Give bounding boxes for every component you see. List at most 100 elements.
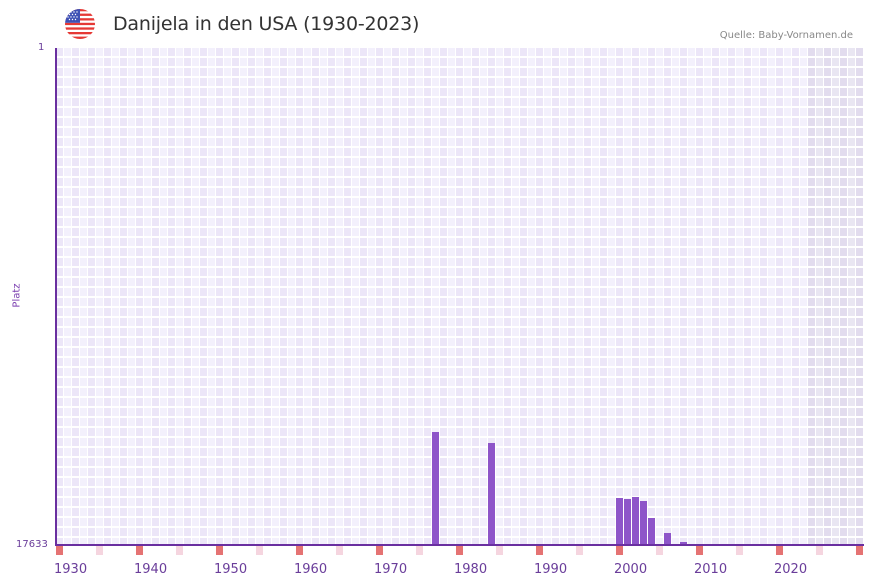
bar[interactable]: [648, 517, 655, 545]
grid-column: [544, 48, 552, 556]
bar[interactable]: [624, 498, 631, 545]
grid-column: [88, 48, 96, 556]
grid-column: [160, 48, 168, 556]
x-tick-label: 1940: [134, 562, 168, 577]
grid-column: [552, 48, 560, 556]
grid-column: [208, 48, 216, 556]
grid-column: [192, 48, 200, 556]
grid-column: [840, 48, 848, 556]
chart-title: Danijela in den USA (1930-2023): [113, 13, 420, 35]
grid-column: [824, 48, 832, 556]
grid-column: [464, 48, 472, 556]
grid-column: [176, 48, 184, 556]
plot-area: [56, 48, 864, 556]
grid-column: [496, 48, 504, 556]
grid-column: [736, 48, 744, 556]
grid-column: [664, 48, 672, 556]
bar[interactable]: [616, 497, 623, 545]
grid-column: [632, 48, 640, 556]
grid-column: [120, 48, 128, 556]
grid-column: [104, 48, 112, 556]
grid-column: [64, 48, 72, 556]
bar[interactable]: [632, 496, 639, 545]
grid-column: [384, 48, 392, 556]
half-decade-marker: [336, 546, 343, 555]
half-decade-marker: [816, 546, 823, 555]
x-axis-line: [55, 544, 864, 546]
y-axis-line: [55, 48, 57, 546]
grid-column: [560, 48, 568, 556]
grid-column: [128, 48, 136, 556]
us-flag-icon: [65, 9, 95, 39]
x-tick-label: 1950: [214, 562, 248, 577]
grid-column: [768, 48, 776, 556]
grid-column: [848, 48, 856, 556]
grid-column: [776, 48, 784, 556]
x-tick-label: 1990: [534, 562, 568, 577]
grid-column: [320, 48, 328, 556]
decade-marker: [216, 546, 223, 555]
half-decade-marker: [496, 546, 503, 555]
bar[interactable]: [432, 431, 439, 545]
grid-column: [336, 48, 344, 556]
grid-column: [144, 48, 152, 556]
grid-column: [616, 48, 624, 556]
grid-column: [168, 48, 176, 556]
grid-column: [520, 48, 528, 556]
half-decade-marker: [576, 546, 583, 555]
grid-column: [72, 48, 80, 556]
half-decade-marker: [736, 546, 743, 555]
x-tick-label: 1930: [54, 562, 88, 577]
decade-marker: [456, 546, 463, 555]
grid-column: [448, 48, 456, 556]
grid-column: [328, 48, 336, 556]
grid-column: [264, 48, 272, 556]
grid-column: [408, 48, 416, 556]
grid-column: [856, 48, 864, 556]
x-tick-label: 1980: [454, 562, 488, 577]
grid-column: [136, 48, 144, 556]
grid-column: [800, 48, 808, 556]
decade-marker: [696, 546, 703, 555]
grid-column: [744, 48, 752, 556]
grid-column: [720, 48, 728, 556]
grid-column: [592, 48, 600, 556]
grid-column: [256, 48, 264, 556]
grid-column: [608, 48, 616, 556]
grid-column: [832, 48, 840, 556]
x-tick-label: 1960: [294, 562, 328, 577]
bar[interactable]: [640, 500, 647, 545]
grid-column: [424, 48, 432, 556]
bar[interactable]: [680, 541, 687, 545]
source-credit: Quelle: Baby-Vornamen.de: [719, 30, 853, 41]
grid-column: [376, 48, 384, 556]
x-tick-label: 2010: [694, 562, 728, 577]
decade-marker: [296, 546, 303, 555]
grid-column: [472, 48, 480, 556]
grid-column: [232, 48, 240, 556]
half-decade-marker: [96, 546, 103, 555]
grid-column: [272, 48, 280, 556]
grid-column: [112, 48, 120, 556]
grid-column: [312, 48, 320, 556]
grid-column: [680, 48, 688, 556]
y-tick-bottom: 17633: [16, 539, 48, 550]
grid-column: [456, 48, 464, 556]
grid-column: [416, 48, 424, 556]
grid-column: [688, 48, 696, 556]
grid-column: [392, 48, 400, 556]
grid-column: [56, 48, 64, 556]
decade-marker: [616, 546, 623, 555]
grid-column: [224, 48, 232, 556]
grid-column: [296, 48, 304, 556]
grid-column: [184, 48, 192, 556]
grid-column: [672, 48, 680, 556]
decade-marker: [136, 546, 143, 555]
x-tick-label: 2020: [774, 562, 808, 577]
grid-column: [792, 48, 800, 556]
bar[interactable]: [664, 532, 671, 545]
grid-column: [344, 48, 352, 556]
grid-column: [696, 48, 704, 556]
grid-column: [712, 48, 720, 556]
bar[interactable]: [488, 442, 495, 545]
